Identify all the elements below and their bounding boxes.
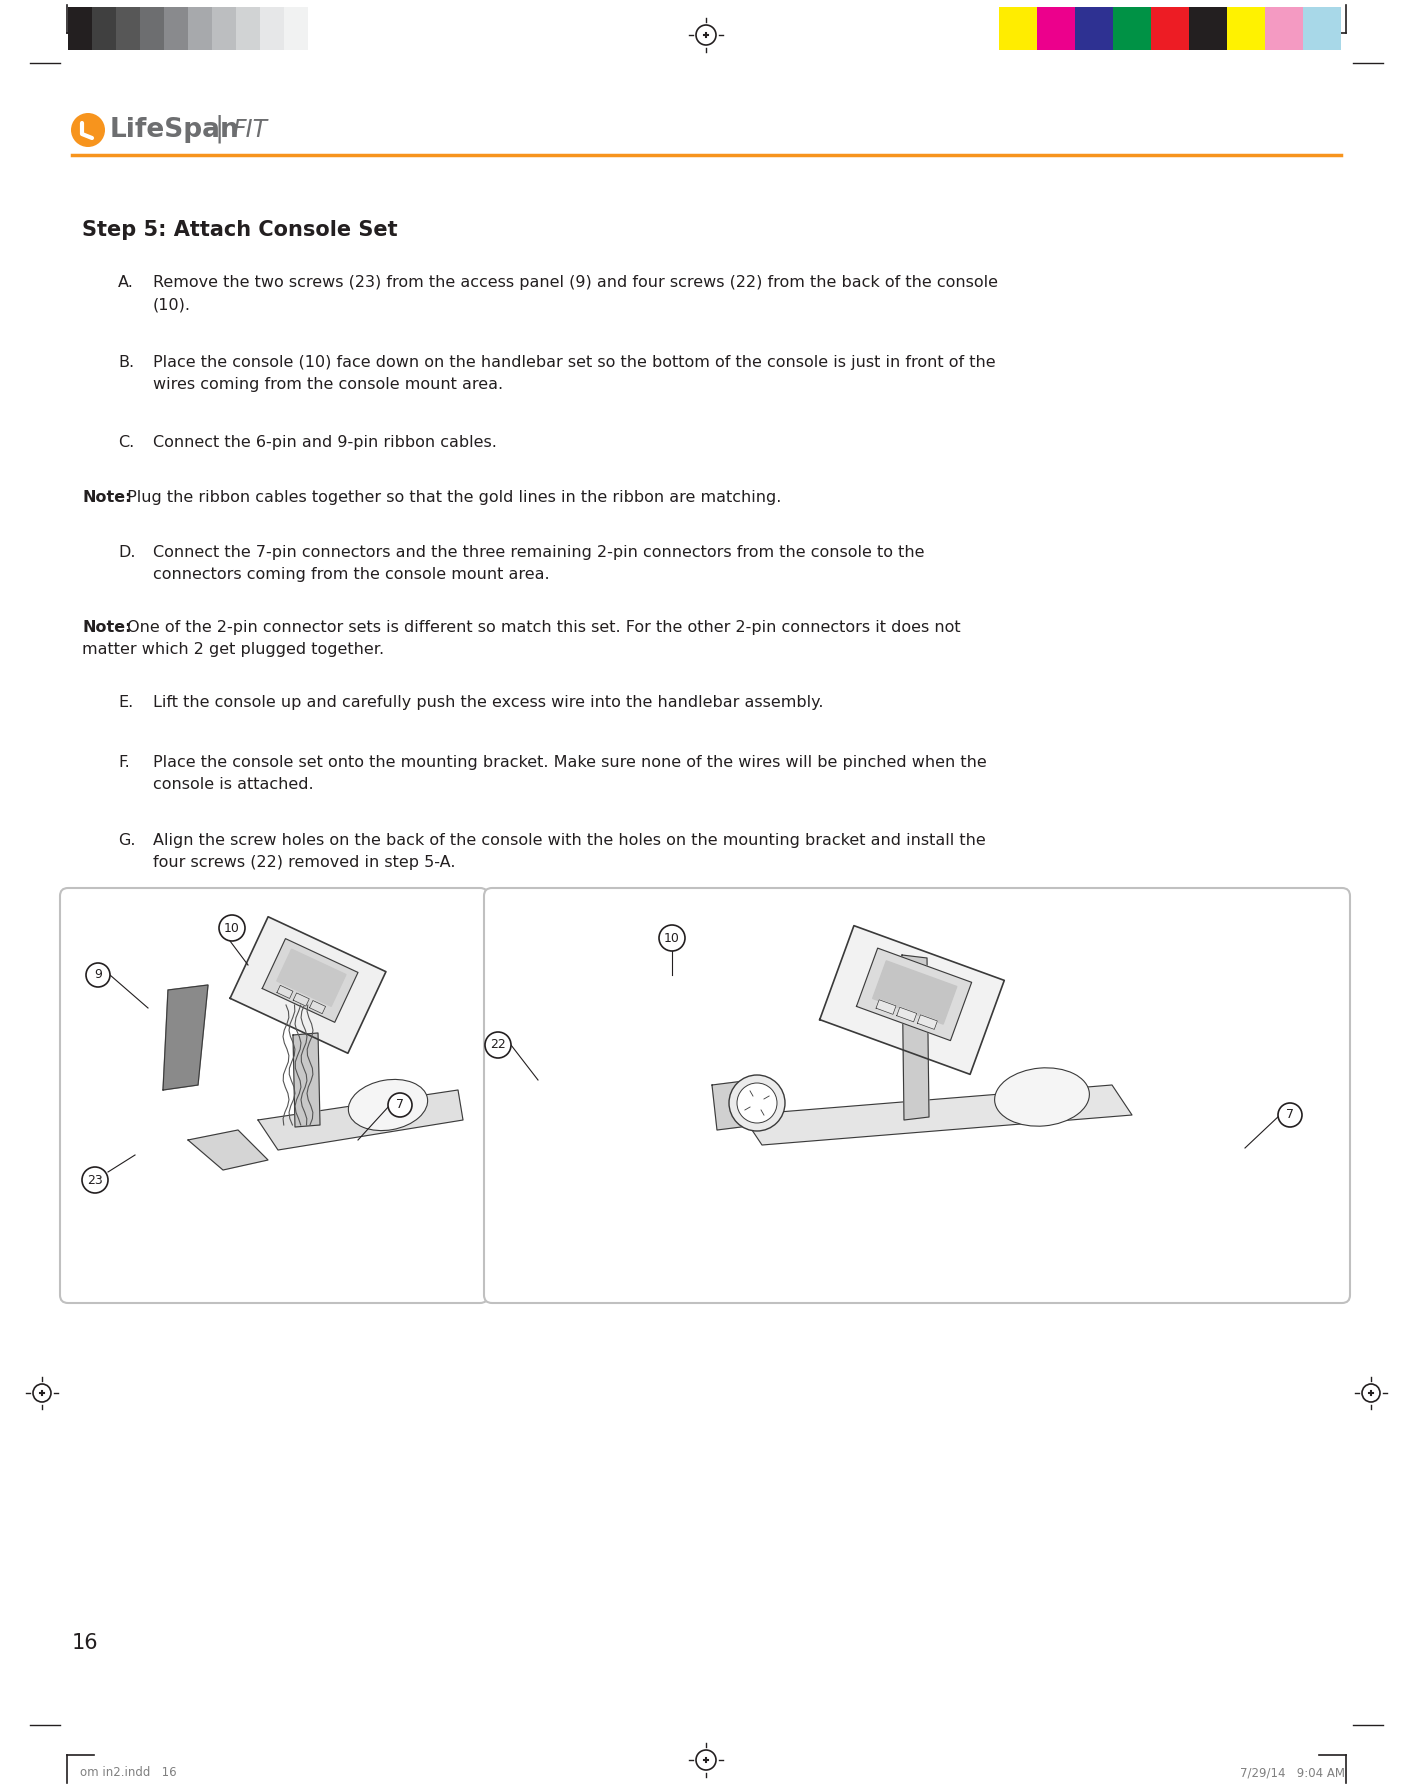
Circle shape (86, 964, 110, 987)
Polygon shape (873, 960, 957, 1025)
Text: 23: 23 (88, 1173, 103, 1187)
Text: E.: E. (119, 696, 133, 710)
Ellipse shape (349, 1080, 428, 1130)
FancyBboxPatch shape (59, 889, 487, 1303)
Text: Place the console set onto the mounting bracket. Make sure none of the wires wil: Place the console set onto the mounting … (153, 755, 986, 771)
Polygon shape (230, 917, 386, 1053)
Bar (68, 7, 92, 50)
Text: 10: 10 (664, 932, 680, 944)
Text: LifeSpan: LifeSpan (110, 116, 240, 143)
Ellipse shape (995, 1067, 1089, 1126)
Text: C.: C. (119, 434, 134, 451)
Bar (1037, 7, 1075, 50)
Polygon shape (712, 1080, 757, 1130)
Bar (188, 7, 212, 50)
Text: Plug the ribbon cables together so that the gold lines in the ribbon are matchin: Plug the ribbon cables together so that … (122, 490, 781, 504)
Circle shape (219, 915, 244, 940)
Polygon shape (309, 1001, 325, 1014)
Bar (236, 7, 260, 50)
Text: om in2.indd   16: om in2.indd 16 (81, 1767, 177, 1779)
Bar (92, 7, 116, 50)
Text: FIT: FIT (232, 118, 267, 141)
Polygon shape (901, 955, 928, 1119)
Text: One of the 2-pin connector sets is different so match this set. For the other 2-: One of the 2-pin connector sets is diffe… (122, 620, 961, 635)
Text: connectors coming from the console mount area.: connectors coming from the console mount… (153, 567, 550, 583)
Text: Place the console (10) face down on the handlebar set so the bottom of the conso: Place the console (10) face down on the … (153, 356, 996, 370)
Text: 22: 22 (490, 1039, 506, 1051)
Text: 16: 16 (72, 1632, 99, 1652)
Bar (212, 7, 236, 50)
Text: matter which 2 get plugged together.: matter which 2 get plugged together. (82, 642, 384, 656)
Bar (1265, 7, 1303, 50)
Bar (1152, 7, 1188, 50)
Bar (140, 7, 164, 50)
Polygon shape (820, 926, 1005, 1075)
Polygon shape (188, 1130, 268, 1169)
Text: 7/29/14   9:04 AM: 7/29/14 9:04 AM (1241, 1767, 1345, 1779)
Text: 10: 10 (225, 921, 240, 935)
Text: Lift the console up and carefully push the excess wire into the handlebar assemb: Lift the console up and carefully push t… (153, 696, 824, 710)
Text: four screws (22) removed in step 5-A.: four screws (22) removed in step 5-A. (153, 855, 455, 871)
FancyBboxPatch shape (485, 889, 1349, 1303)
Text: 7: 7 (1286, 1109, 1294, 1121)
Bar (1188, 7, 1226, 50)
Text: Align the screw holes on the back of the console with the holes on the mounting : Align the screw holes on the back of the… (153, 833, 986, 848)
Text: Remove the two screws (23) from the access panel (9) and four screws (22) from t: Remove the two screws (23) from the acce… (153, 275, 998, 290)
Text: D.: D. (119, 545, 136, 560)
Polygon shape (856, 948, 972, 1041)
Circle shape (71, 113, 105, 147)
Polygon shape (259, 1091, 463, 1150)
Text: Connect the 6-pin and 9-pin ribbon cables.: Connect the 6-pin and 9-pin ribbon cable… (153, 434, 497, 451)
Text: F.: F. (119, 755, 130, 771)
Circle shape (389, 1092, 413, 1118)
Text: 9: 9 (95, 969, 102, 982)
Text: 7: 7 (396, 1098, 404, 1112)
Text: Connect the 7-pin connectors and the three remaining 2-pin connectors from the c: Connect the 7-pin connectors and the thr… (153, 545, 924, 560)
Text: Step 5: Attach Console Set: Step 5: Attach Console Set (82, 220, 397, 240)
Circle shape (738, 1084, 777, 1123)
Polygon shape (162, 985, 208, 1091)
Bar (1303, 7, 1341, 50)
Circle shape (729, 1075, 786, 1132)
Bar (284, 7, 308, 50)
Polygon shape (917, 1016, 937, 1030)
Text: wires coming from the console mount area.: wires coming from the console mount area… (153, 377, 503, 392)
Text: |: | (215, 114, 225, 143)
Circle shape (485, 1032, 512, 1058)
Bar (1075, 7, 1113, 50)
Text: G.: G. (119, 833, 136, 848)
Bar (1113, 7, 1152, 50)
Polygon shape (294, 992, 309, 1007)
Polygon shape (897, 1007, 917, 1023)
Bar (260, 7, 284, 50)
Bar (164, 7, 188, 50)
Circle shape (1277, 1103, 1301, 1126)
Polygon shape (263, 939, 357, 1023)
Polygon shape (292, 1033, 319, 1126)
Circle shape (658, 924, 685, 951)
Polygon shape (876, 999, 896, 1014)
Polygon shape (277, 949, 346, 1007)
Text: B.: B. (119, 356, 134, 370)
Text: console is attached.: console is attached. (153, 778, 314, 792)
Polygon shape (277, 985, 292, 998)
Text: Note:: Note: (82, 490, 131, 504)
Bar (999, 7, 1037, 50)
Polygon shape (742, 1085, 1132, 1144)
Text: (10).: (10). (153, 297, 191, 311)
Circle shape (82, 1168, 107, 1193)
Text: Note:: Note: (82, 620, 131, 635)
Bar (116, 7, 140, 50)
Text: A.: A. (119, 275, 134, 290)
Bar (1226, 7, 1265, 50)
